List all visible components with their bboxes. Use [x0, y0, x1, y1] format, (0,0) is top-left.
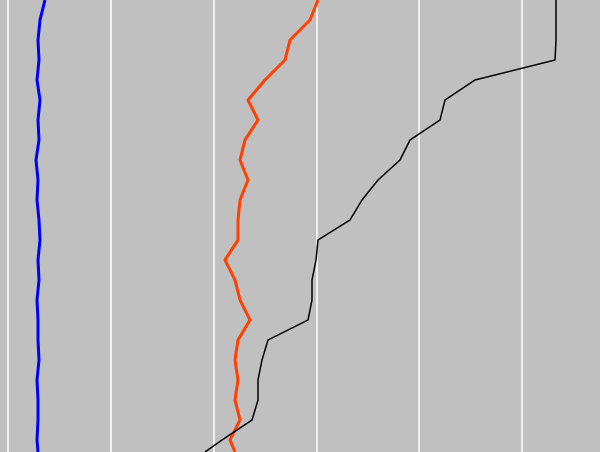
- series-line: [223, 0, 320, 452]
- series-line: [204, 0, 557, 452]
- series-line: [34, 0, 47, 452]
